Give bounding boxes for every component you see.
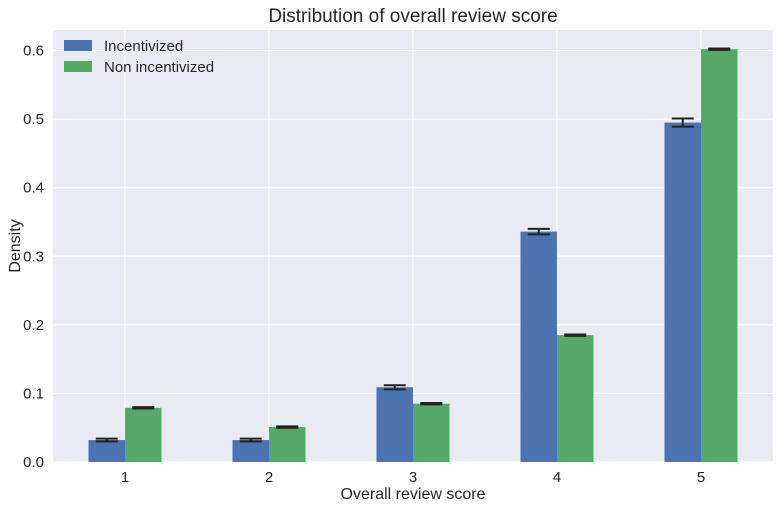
bars	[88, 49, 738, 463]
bar	[88, 440, 125, 462]
y-axis-label: Density	[7, 219, 24, 272]
bar	[664, 122, 701, 463]
legend-swatch-incentivized	[64, 40, 92, 51]
bar	[376, 387, 413, 462]
y-tick-label: 0.3	[23, 248, 44, 265]
bar	[232, 440, 269, 462]
bar	[701, 49, 738, 462]
y-tick-label: 0.5	[23, 111, 44, 128]
legend-label-incentivized: Incentivized	[104, 38, 183, 55]
y-tick-label: 0.0	[23, 454, 44, 471]
x-axis-label: Overall review score	[341, 486, 486, 503]
bar	[413, 403, 450, 462]
y-tick-label: 0.2	[23, 317, 44, 334]
bar	[520, 231, 557, 462]
x-tick-label: 5	[697, 469, 705, 486]
chart-title: Distribution of overall review score	[268, 6, 557, 27]
legend: Incentivized Non incentivized	[64, 38, 214, 76]
bar	[125, 407, 162, 462]
tick-labels: 0.0 0.1 0.2 0.3 0.4 0.5 0.6 1 2 3 4 5	[23, 43, 705, 486]
y-tick-label: 0.6	[23, 43, 44, 60]
bar	[557, 335, 594, 462]
legend-swatch-non-incentivized	[64, 61, 92, 72]
x-tick-label: 3	[409, 469, 417, 486]
y-tick-label: 0.4	[23, 180, 44, 197]
y-tick-label: 0.1	[23, 385, 44, 402]
x-tick-label: 1	[121, 469, 129, 486]
bar	[269, 427, 306, 462]
x-tick-label: 2	[265, 469, 273, 486]
legend-label-non-incentivized: Non incentivized	[104, 59, 214, 76]
x-tick-label: 4	[553, 469, 561, 486]
error-bars	[95, 47, 731, 443]
